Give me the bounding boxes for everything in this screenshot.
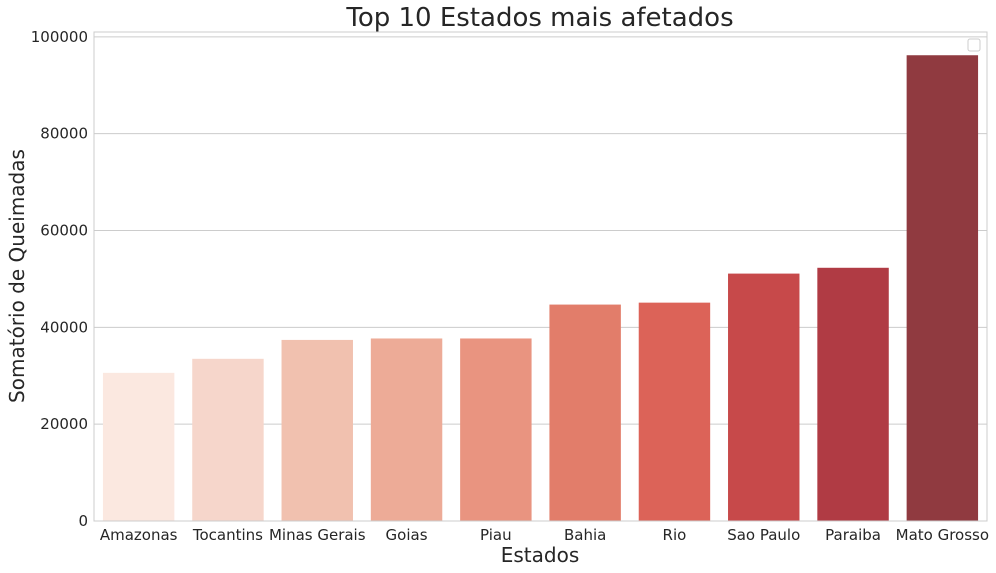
- x-tick-label: Tocantins: [192, 526, 263, 544]
- y-axis-label: Somatório de Queimadas: [5, 149, 29, 403]
- bar: [906, 55, 979, 522]
- bars: [102, 55, 979, 522]
- chart-title: Top 10 Estados mais afetados: [345, 3, 733, 33]
- bar: [102, 372, 175, 521]
- y-tick-label: 100000: [31, 28, 88, 46]
- y-tick-label: 20000: [40, 415, 88, 433]
- x-tick-label: Mato Grosso: [896, 526, 989, 544]
- bar: [192, 358, 264, 521]
- y-tick-label: 40000: [40, 318, 88, 336]
- bar: [460, 338, 532, 521]
- bar: [549, 304, 621, 521]
- legend-box: [967, 38, 981, 52]
- bar: [370, 338, 443, 521]
- bar: [728, 273, 800, 521]
- bar: [281, 339, 353, 521]
- x-tick-label: Amazonas: [100, 526, 178, 544]
- y-tick-label: 80000: [40, 125, 88, 143]
- x-tick-label: Minas Gerais: [269, 526, 366, 544]
- x-tick-label: Sao Paulo: [727, 526, 800, 544]
- y-tick-label: 0: [78, 512, 88, 530]
- x-tick-label: Bahia: [564, 526, 606, 544]
- x-tick-label: Piau: [480, 526, 512, 544]
- plot-frame: [93, 31, 988, 522]
- bar: [638, 302, 711, 521]
- x-tick-label: Paraiba: [825, 526, 881, 544]
- x-tick-label: Rio: [663, 526, 687, 544]
- x-axis-label: Estados: [501, 543, 580, 567]
- bar: [817, 267, 889, 521]
- y-tick-label: 60000: [40, 222, 88, 240]
- x-tick-label: Goias: [386, 526, 428, 544]
- y-axis-ticks: 0 20000 40000 60000 80000 100000: [31, 28, 88, 530]
- x-axis-ticks: Amazonas Tocantins Minas Gerais Goias Piau Ba…: [100, 526, 989, 544]
